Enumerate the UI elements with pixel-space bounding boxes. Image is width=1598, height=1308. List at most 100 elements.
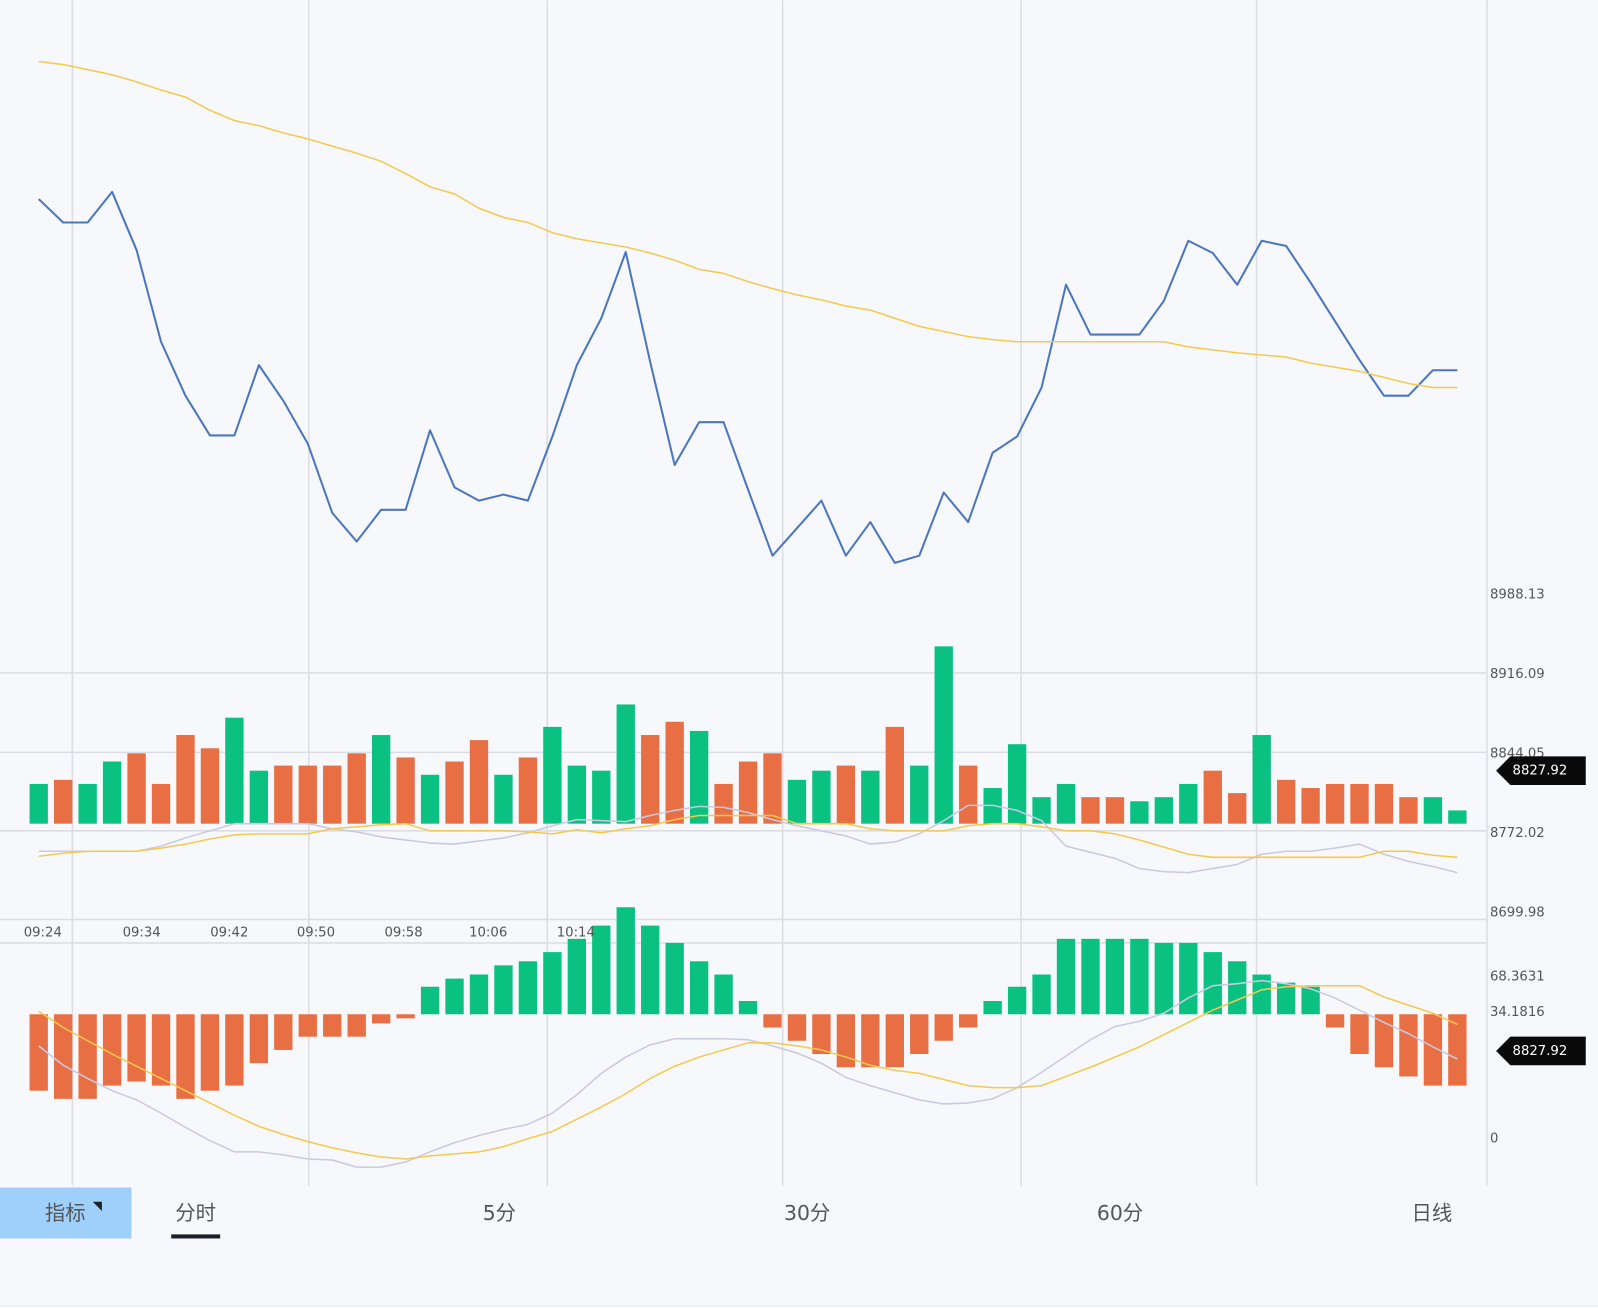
macd-bar bbox=[396, 1014, 415, 1019]
macd-bar bbox=[714, 974, 733, 1015]
volume-bar bbox=[518, 757, 538, 824]
macd-axis-label: 68.3631 bbox=[1490, 970, 1545, 985]
macd-bar bbox=[763, 1014, 782, 1028]
macd-bar bbox=[1276, 982, 1296, 1015]
volume-bar bbox=[836, 765, 856, 824]
macd-bar bbox=[323, 1014, 342, 1037]
volume-bar bbox=[592, 770, 611, 824]
macd-line bbox=[38, 984, 1458, 1160]
macd-bar bbox=[1252, 974, 1271, 1015]
macd-bar bbox=[518, 961, 538, 1015]
volume-bar bbox=[1007, 744, 1027, 824]
macd-bar bbox=[738, 1001, 758, 1015]
volume-bar bbox=[1105, 797, 1125, 824]
volume-bar bbox=[1423, 797, 1443, 824]
volume-bar bbox=[665, 721, 684, 824]
price-tag-bg bbox=[1496, 1036, 1586, 1066]
macd-bar bbox=[29, 1014, 48, 1091]
indicator-tab-bg[interactable] bbox=[0, 1187, 132, 1239]
volume-bar bbox=[1325, 783, 1345, 824]
timeframe-tab[interactable]: 分时 bbox=[175, 1201, 216, 1225]
volume-bar bbox=[1032, 797, 1051, 824]
time-label: 10:14 bbox=[557, 926, 595, 941]
timeframe-tab[interactable]: 5分 bbox=[483, 1201, 516, 1225]
macd-bar bbox=[102, 1014, 122, 1086]
volume-bar bbox=[29, 783, 48, 824]
indicator-tab[interactable]: 指标 bbox=[45, 1201, 86, 1225]
volume-bar bbox=[1374, 783, 1394, 824]
macd-bar bbox=[225, 1014, 244, 1086]
macd-bar bbox=[910, 1014, 929, 1055]
macd-bar bbox=[347, 1014, 366, 1037]
macd-bar bbox=[1448, 1014, 1467, 1086]
macd-bar bbox=[1081, 938, 1100, 1015]
volume-bar bbox=[738, 761, 758, 824]
volume-bar bbox=[127, 753, 146, 824]
macd-bar bbox=[1179, 942, 1198, 1015]
macd-bar bbox=[1154, 942, 1174, 1015]
volume-bar bbox=[1203, 770, 1222, 824]
volume-bar bbox=[274, 765, 293, 824]
timeframe-tab[interactable]: 日线 bbox=[1411, 1201, 1452, 1225]
volume-bar bbox=[689, 730, 709, 824]
macd-bar bbox=[176, 1014, 195, 1099]
macd-bar bbox=[665, 942, 684, 1015]
volume-bar bbox=[1056, 783, 1076, 824]
volume-bar bbox=[763, 753, 782, 824]
volume-bar bbox=[787, 779, 807, 824]
volume-ma-line bbox=[38, 804, 1458, 874]
volume-bar bbox=[1276, 779, 1296, 824]
macd-bar bbox=[274, 1014, 293, 1050]
macd-bar bbox=[1056, 938, 1076, 1015]
volume-bar bbox=[861, 770, 880, 824]
macd-bar bbox=[861, 1014, 880, 1068]
volume-bar bbox=[78, 783, 97, 824]
volume-bar bbox=[616, 704, 635, 824]
tab-bar bbox=[0, 1187, 1598, 1308]
volume-bar bbox=[371, 735, 391, 824]
volume-bar bbox=[812, 770, 831, 824]
price-line bbox=[38, 190, 1458, 564]
marks bbox=[29, 60, 1467, 1168]
macd-bar bbox=[420, 986, 440, 1015]
volume-bar bbox=[1154, 797, 1174, 824]
macd-bar bbox=[592, 925, 611, 1015]
macd-bar bbox=[1203, 952, 1222, 1015]
volume-bar bbox=[54, 779, 73, 824]
macd-bar bbox=[983, 1001, 1002, 1015]
timeframe-tab[interactable]: 60分 bbox=[1097, 1201, 1143, 1225]
macd-bar bbox=[689, 961, 709, 1015]
time-label: 09:24 bbox=[24, 926, 62, 941]
macd-bar bbox=[1007, 986, 1027, 1015]
macd-bar bbox=[1374, 1014, 1394, 1068]
volume-bar bbox=[1130, 801, 1149, 824]
price-tag: 8827.92 bbox=[1513, 764, 1568, 779]
macd-bar bbox=[200, 1014, 220, 1091]
active-tab-underline bbox=[171, 1234, 221, 1239]
volume-bar bbox=[420, 774, 440, 824]
macd-bar bbox=[469, 974, 489, 1015]
volume-bar bbox=[176, 735, 195, 824]
macd-bar bbox=[812, 1014, 831, 1055]
volume-bar bbox=[1081, 797, 1100, 824]
timeframe-tab[interactable]: 30分 bbox=[784, 1201, 830, 1225]
volume-bar bbox=[1448, 810, 1467, 824]
volume-bar bbox=[543, 726, 562, 824]
macd-bar bbox=[1423, 1014, 1443, 1086]
volume-bar bbox=[910, 765, 929, 824]
macd-bar bbox=[1130, 938, 1149, 1015]
volume-bar bbox=[151, 783, 171, 824]
price-axis-label: 8772.02 bbox=[1490, 826, 1545, 841]
volume-bar bbox=[1350, 783, 1369, 824]
macd-bar bbox=[885, 1014, 904, 1068]
macd-bar bbox=[836, 1014, 856, 1068]
volume-bar bbox=[469, 740, 489, 824]
price-tag-bg bbox=[1496, 756, 1586, 785]
macd-bar bbox=[54, 1014, 73, 1099]
macd-bar bbox=[78, 1014, 97, 1099]
macd-bar bbox=[298, 1014, 317, 1037]
price-tag: 8827.92 bbox=[1513, 1044, 1568, 1059]
macd-bar bbox=[494, 965, 513, 1015]
